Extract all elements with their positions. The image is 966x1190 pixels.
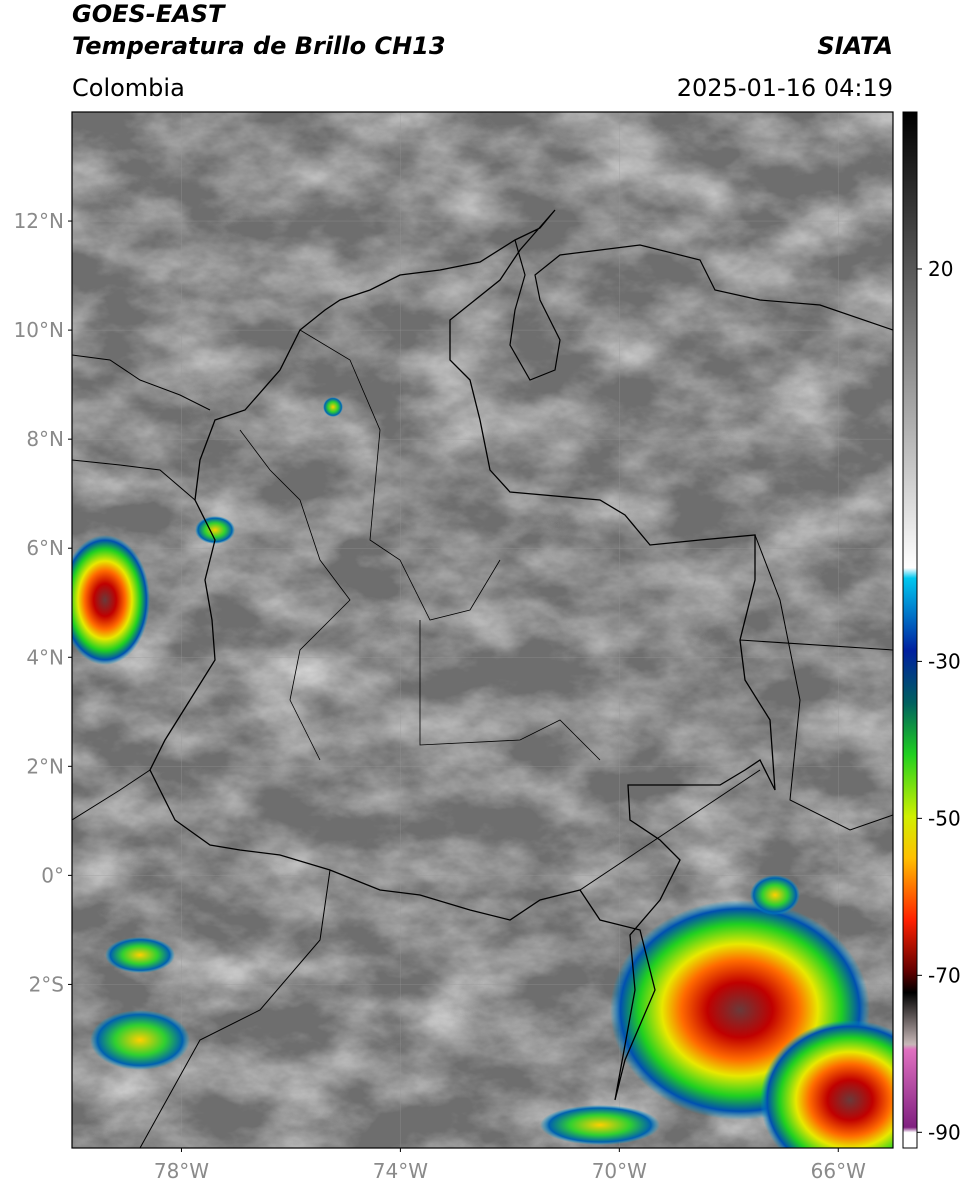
colorbar-tick-label: -50 <box>928 806 961 830</box>
department-borders <box>239 329 601 761</box>
convective-cloud <box>760 1020 893 1148</box>
convective-cloud <box>323 397 343 417</box>
colorbar-tick-label: -90 <box>928 1120 961 1144</box>
convective-cloud <box>105 937 175 973</box>
other-borders <box>72 354 893 1148</box>
map-frame <box>71 111 894 1149</box>
colombia-border <box>149 209 776 1101</box>
convective-cloud <box>195 516 235 544</box>
lon-tick-label: 78°W <box>154 1159 209 1183</box>
colorbar <box>902 111 918 1149</box>
subtitle: Temperatura de Brillo CH13 <box>72 32 446 60</box>
lat-tick-label: 2°N <box>26 754 64 778</box>
lon-tick-label: 66°W <box>811 1159 866 1183</box>
lat-tick-label: 10°N <box>14 318 64 342</box>
lat-tick-label: 8°N <box>26 427 64 451</box>
lon-tick-label: 74°W <box>373 1159 428 1183</box>
convective-cloud <box>540 1105 660 1145</box>
map-image <box>72 112 893 1148</box>
colorbar-tick-label: 20 <box>928 257 953 281</box>
map-ticks: 12°N 10°N 8°N 6°N 4°N 2°N 0° 2°S 78°W 74°W 70°W 66°… <box>14 209 867 1183</box>
convective-cloud <box>72 535 150 665</box>
lat-tick-label: 6°N <box>26 536 64 560</box>
colorbar-tick-label: -70 <box>928 963 961 987</box>
lat-tick-label: 0° <box>41 863 64 887</box>
lat-tick-label: 12°N <box>14 209 64 233</box>
colorbar-tick-label: -30 <box>928 649 961 673</box>
datetime: 2025-01-16 04:19 <box>677 74 893 102</box>
venezuela-coast <box>509 239 893 381</box>
lat-tick-label: 2°S <box>29 972 64 996</box>
lat-tick-label: 4°N <box>26 645 64 669</box>
lon-tick-label: 70°W <box>592 1159 647 1183</box>
colorbar-ticks: 20 -30 -50 -70 -90 <box>917 257 961 1144</box>
convective-cloud <box>750 875 800 915</box>
convective-cloud <box>90 1010 190 1070</box>
source: SIATA <box>817 32 893 60</box>
region: Colombia <box>72 74 185 102</box>
title: GOES-EAST <box>72 0 226 28</box>
